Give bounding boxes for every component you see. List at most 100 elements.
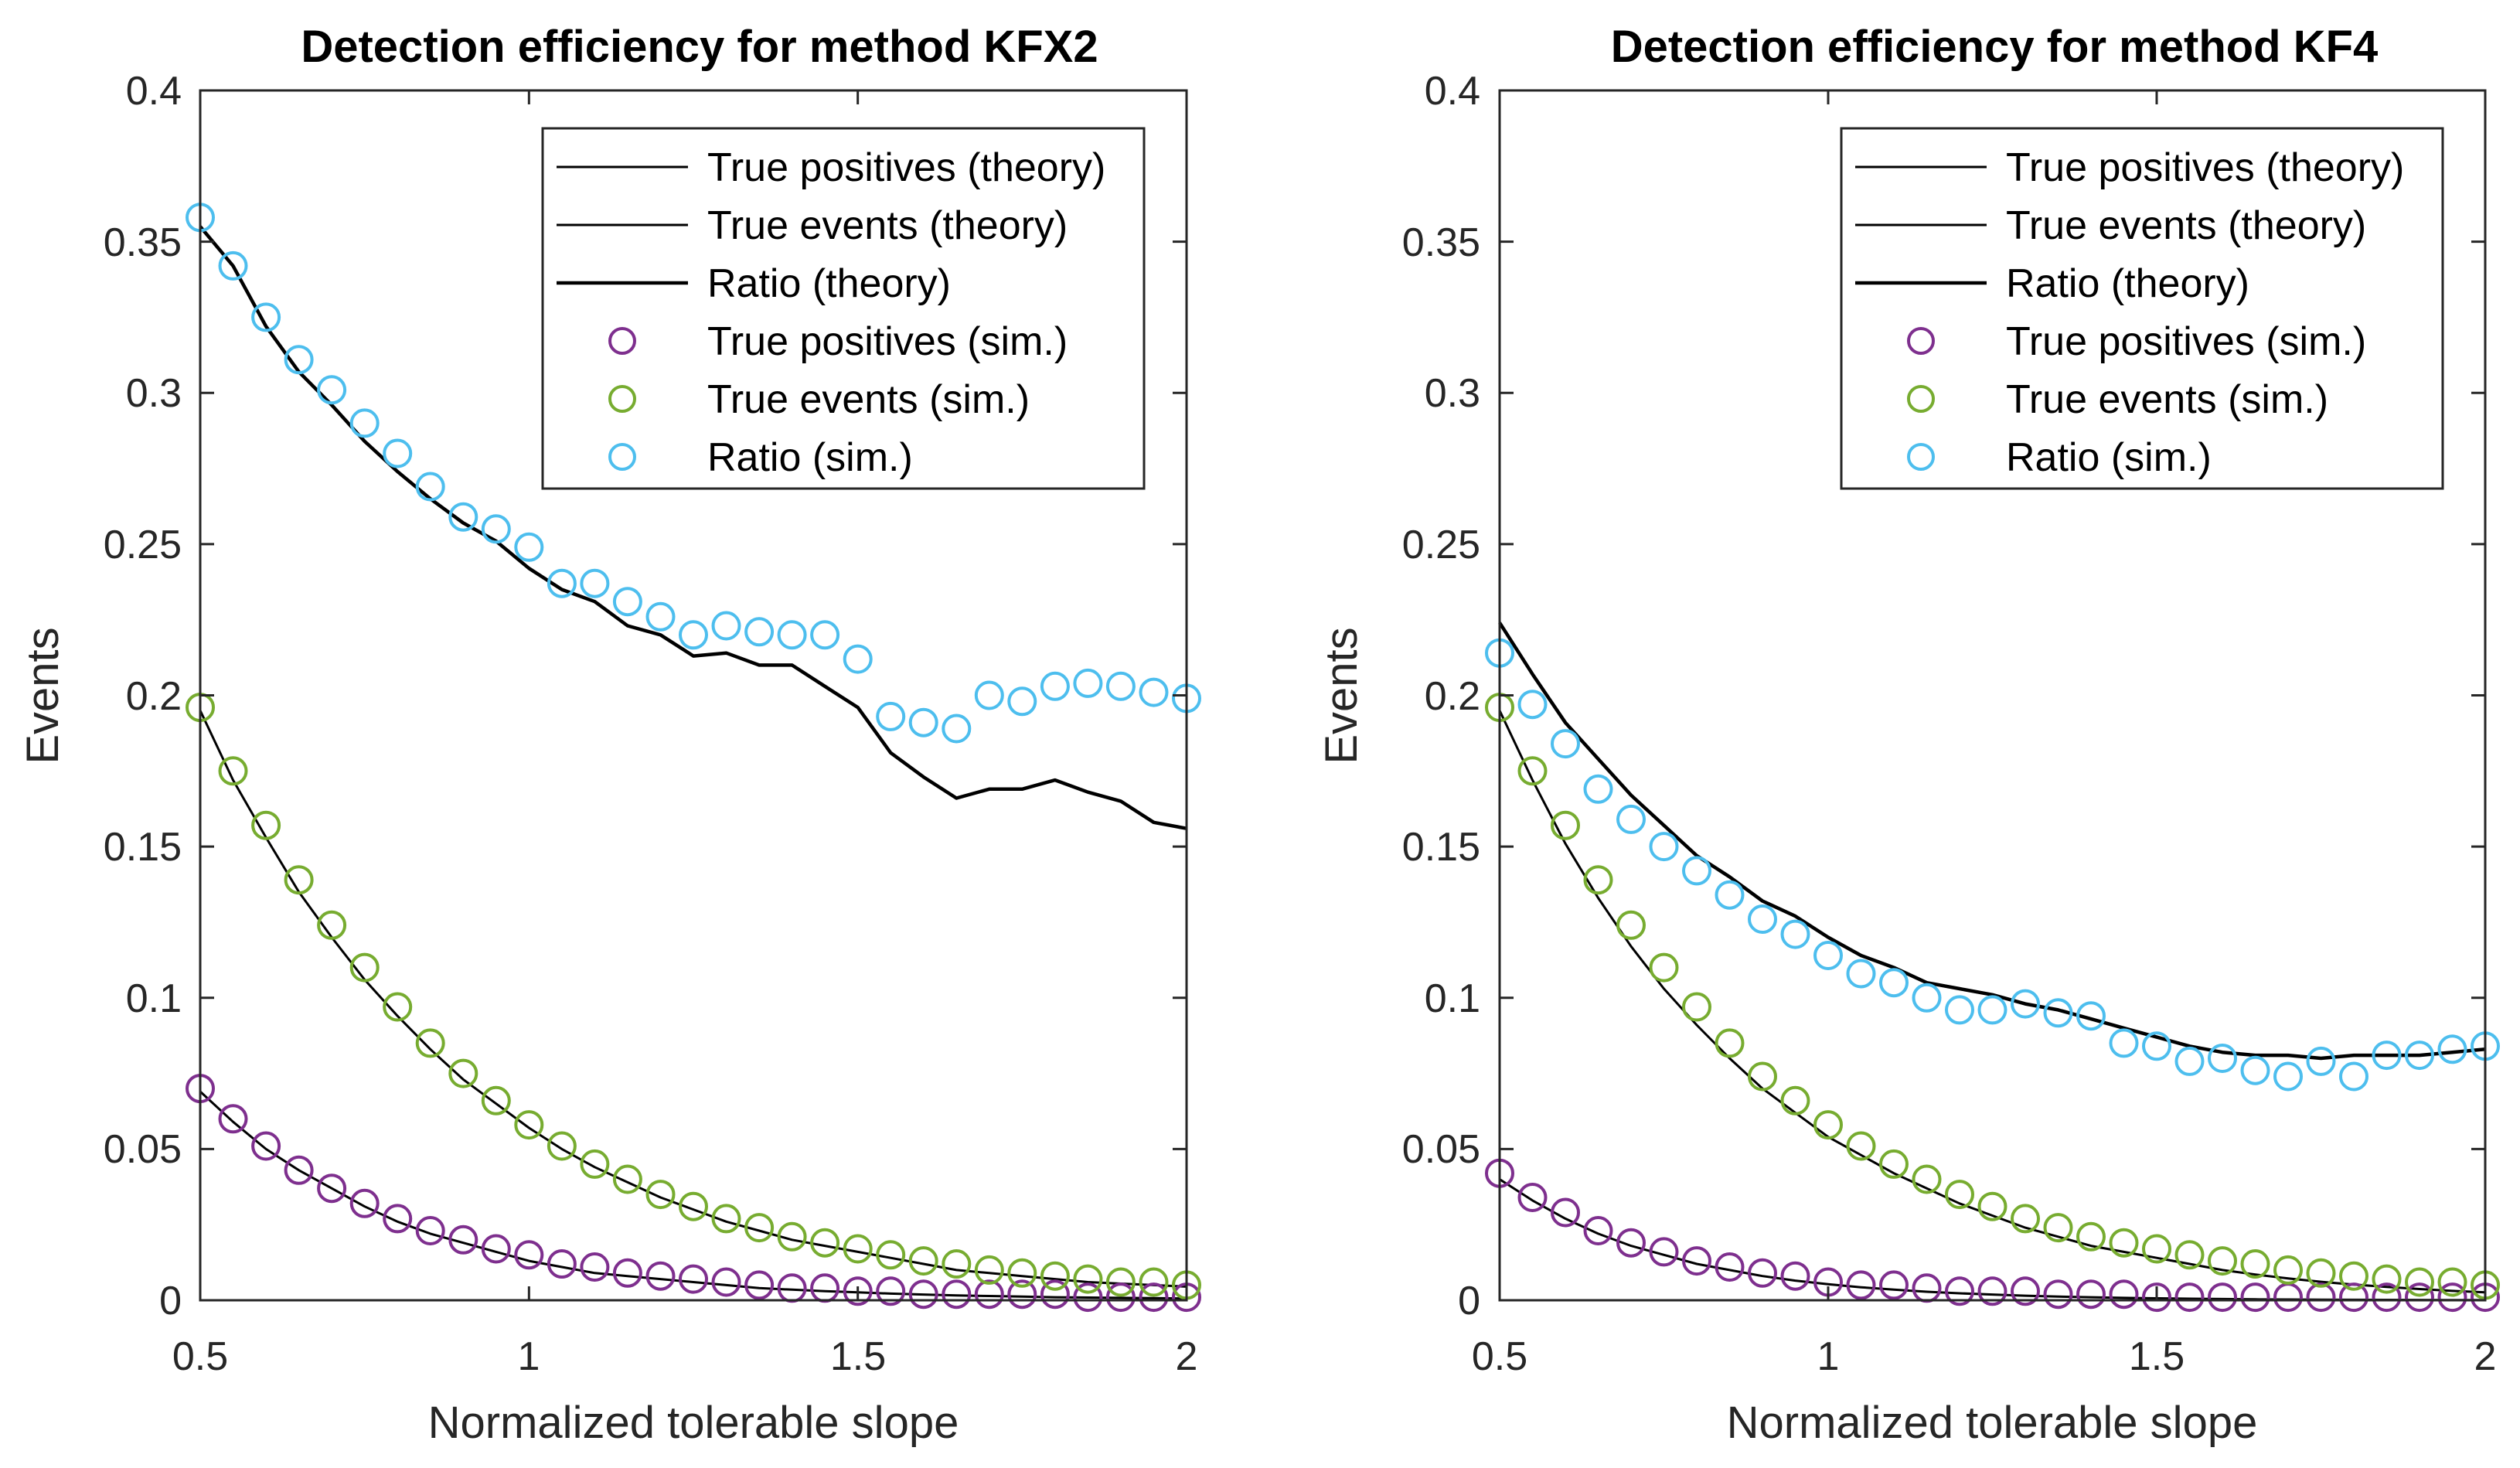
right-legend-label: True positives (sim.)	[2006, 319, 2366, 364]
data-point-te-sim	[580, 1149, 610, 1179]
data-point-tp-sim	[1977, 1276, 2007, 1306]
data-point-ratio-sim	[1551, 729, 1580, 759]
data-point-te-sim	[514, 1110, 544, 1140]
data-point-te-sim	[2306, 1258, 2336, 1288]
data-point-ratio-sim	[974, 680, 1004, 710]
data-point-te-sim	[942, 1249, 972, 1279]
data-point-tp-sim	[974, 1279, 1004, 1310]
data-point-tp-sim	[2339, 1282, 2368, 1313]
data-point-te-sim	[2405, 1267, 2434, 1297]
data-point-tp-sim	[2437, 1282, 2467, 1313]
left-ytick-label: 0.25	[104, 523, 182, 567]
data-point-ratio-sim	[1007, 686, 1037, 717]
data-point-ratio-sim	[2109, 1028, 2139, 1058]
right-legend-label: True events (theory)	[2006, 203, 2366, 248]
left-legend-swatch-ratio-sim	[608, 443, 636, 471]
data-point-te-sim	[679, 1191, 708, 1221]
left-ytick-label: 0.3	[126, 371, 182, 416]
left-y-axis-label: Events	[18, 627, 68, 764]
left-legend: True positives (theory) True events (the…	[541, 127, 1146, 490]
right-ytick-label: 0.05	[1402, 1127, 1480, 1172]
data-point-te-sim	[1649, 952, 1679, 983]
data-point-ratio-sim	[2273, 1061, 2303, 1092]
data-point-tp-sim	[2076, 1279, 2106, 1310]
data-point-tp-sim	[1073, 1282, 1103, 1313]
data-point-te-sim	[2109, 1228, 2139, 1258]
right-xtick-label: 0.5	[1472, 1334, 1527, 1379]
data-point-tp-sim	[711, 1267, 741, 1297]
data-point-tp-sim	[1105, 1282, 1136, 1313]
data-point-ratio-sim	[251, 302, 281, 332]
left-chart-title: Detection efficiency for method KFX2	[301, 22, 1098, 72]
data-point-tp-sim	[1649, 1237, 1679, 1267]
data-point-ratio-sim	[612, 587, 642, 617]
data-point-ratio-sim	[1780, 919, 1810, 949]
data-point-tp-sim	[547, 1249, 577, 1279]
left-xticks: 0.5 1 1.5 2	[172, 1334, 1198, 1379]
data-point-tp-sim	[218, 1104, 248, 1134]
series-line-tp-theory	[1499, 1178, 2486, 1302]
data-point-te-sim	[908, 1246, 938, 1276]
data-point-te-sim	[1945, 1180, 1974, 1210]
data-point-ratio-sim	[942, 714, 972, 744]
right-xtick-label: 2	[2474, 1334, 2497, 1379]
data-point-ratio-sim	[1517, 690, 1548, 720]
right-ytick-label: 0.3	[1425, 371, 1480, 416]
data-point-tp-sim	[1040, 1279, 1070, 1310]
left-legend-box	[541, 127, 1146, 490]
data-point-ratio-sim	[1748, 904, 1777, 934]
right-ytick-label: 0.4	[1425, 69, 1480, 114]
right-legend-label: Ratio (sim.)	[2006, 435, 2212, 480]
data-point-tp-sim	[2372, 1282, 2402, 1313]
data-point-tp-sim	[1879, 1270, 1909, 1300]
data-point-ratio-sim	[2076, 1001, 2106, 1031]
data-point-te-sim	[2273, 1255, 2303, 1285]
data-point-tp-sim	[2174, 1282, 2205, 1313]
data-point-ratio-sim	[1945, 995, 1974, 1025]
data-point-ratio-sim	[349, 408, 380, 438]
data-point-tp-sim	[1945, 1276, 1974, 1306]
data-point-ratio-sim	[547, 568, 577, 598]
left-ytick-label: 0.15	[104, 825, 182, 870]
data-point-te-sim	[2142, 1234, 2171, 1264]
left-legend-label: Ratio (sim.)	[707, 435, 913, 480]
right-legend-label: Ratio (theory)	[2006, 261, 2249, 306]
data-point-ratio-sim	[1912, 983, 1942, 1013]
right-plot-markers	[1485, 638, 2500, 1313]
data-point-te-sim	[1977, 1191, 2007, 1221]
data-point-ratio-sim	[284, 345, 314, 375]
data-point-te-sim	[1682, 992, 1711, 1022]
data-point-tp-sim	[1912, 1273, 1942, 1303]
left-ytick-label: 0.35	[104, 220, 182, 265]
data-point-te-sim	[1780, 1085, 1810, 1115]
data-point-tp-sim	[810, 1273, 840, 1303]
left-xtick-label: 1.5	[830, 1334, 886, 1379]
right-legend-swatch-ratio-sim	[1907, 443, 1935, 471]
right-plot-lines	[1498, 622, 2486, 1302]
data-point-tp-sim	[2273, 1282, 2303, 1313]
right-xtick-label: 1	[1817, 1334, 1840, 1379]
data-point-ratio-sim	[1813, 941, 1843, 970]
data-point-tp-sim	[1682, 1246, 1711, 1276]
left-panel: Detection efficiency for method KFX2 0 0…	[18, 22, 1201, 1448]
right-yticks: 0 0.05 0.1 0.15 0.2 0.25 0.3 0.35 0.4	[1402, 69, 1480, 1323]
right-xtick-label: 1.5	[2129, 1334, 2185, 1379]
left-ytick-label: 0.4	[126, 69, 182, 114]
data-point-tp-sim	[1715, 1252, 1745, 1282]
data-point-ratio-sim	[2011, 989, 2040, 1019]
data-point-te-sim	[777, 1221, 807, 1252]
right-panel: Detection efficiency for method KF4 0 0.…	[1316, 22, 2500, 1448]
data-point-te-sim	[1616, 910, 1646, 940]
data-point-tp-sim	[1007, 1279, 1037, 1310]
data-point-ratio-sim	[1846, 959, 1876, 989]
data-point-te-sim	[1105, 1267, 1136, 1297]
data-point-te-sim	[1517, 756, 1548, 786]
data-point-tp-sim	[317, 1173, 347, 1204]
data-point-ratio-sim	[383, 438, 413, 468]
right-y-axis-label: Events	[1316, 627, 1367, 764]
data-point-te-sim	[383, 992, 413, 1022]
data-point-tp-sim	[843, 1276, 873, 1306]
right-ytick-label: 0.2	[1425, 674, 1480, 719]
data-point-te-sim	[843, 1234, 873, 1264]
data-point-te-sim	[284, 865, 314, 895]
